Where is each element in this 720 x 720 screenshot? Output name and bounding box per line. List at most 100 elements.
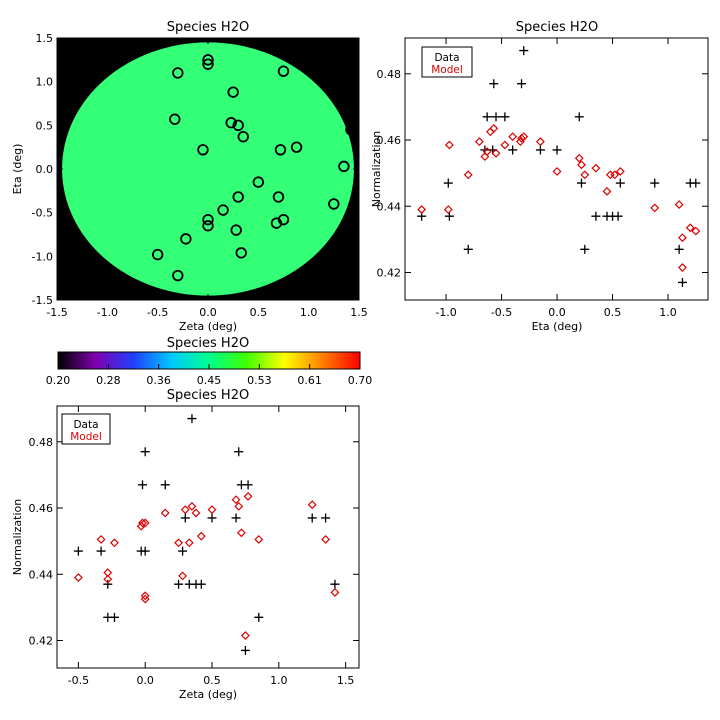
map-point [230, 224, 242, 236]
eta-data-point [519, 46, 529, 56]
zeta-data-point [140, 546, 150, 556]
map-point [252, 176, 265, 188]
zeta-data-point [180, 513, 190, 523]
zeta-model-point [136, 521, 146, 531]
zeta-model-point [138, 518, 147, 528]
zeta-model-point [330, 588, 340, 597]
eta-model-point [474, 137, 484, 147]
eta-model-point [678, 263, 687, 272]
zeta-model-point [234, 501, 244, 511]
zeta-data-point [196, 579, 206, 589]
map-ytick-label: 1.5 [36, 32, 54, 45]
eta-data-point [500, 112, 510, 122]
eta-x-label: Eta (deg) [532, 320, 583, 333]
eta-model-point [517, 133, 526, 143]
map-point [151, 248, 164, 261]
eta-model-point [552, 167, 562, 176]
map-point [180, 233, 192, 245]
zeta-legend-box [61, 413, 111, 445]
zeta-xtick-label: 0.5 [203, 674, 221, 687]
eta-data-point [580, 244, 590, 254]
map-point [197, 144, 209, 156]
colorbar-tick-label: 0.36 [146, 374, 171, 387]
zeta-model-point [140, 591, 150, 601]
eta-data-point [491, 112, 501, 122]
eta-legend: Data Model [421, 46, 473, 78]
eta-xtick-label: -0.5 [491, 306, 512, 319]
map-ytick-label: -1.5 [32, 294, 53, 307]
map-ytick-label: 0.0 [36, 163, 54, 176]
eta-model-point [535, 137, 545, 147]
zeta-model-point [96, 535, 106, 544]
eta-model-point [489, 123, 499, 133]
zeta-title: Species H2O [167, 388, 249, 403]
eta-data-point [674, 244, 684, 254]
map-point [172, 269, 184, 282]
eta-data-point [482, 112, 492, 122]
map-xtick-label: 0.0 [199, 306, 217, 319]
map-points [151, 54, 357, 282]
zeta-data-point [174, 579, 184, 589]
eta-data-point [552, 145, 562, 155]
zeta-model-point [103, 574, 113, 584]
eta-data-point [489, 79, 499, 89]
map-ytick-label: -1.0 [32, 250, 53, 263]
colorbar-ticks: 0.20 0.28 0.36 0.45 0.53 0.61 0.70 [46, 364, 373, 387]
zeta-data-point [109, 612, 119, 622]
map-point [272, 191, 285, 203]
map-point [345, 123, 357, 136]
eta-xtick-label: 0.5 [604, 306, 622, 319]
zeta-data-point [321, 513, 331, 523]
eta-legend-model: Model [431, 64, 463, 76]
map-point [217, 204, 229, 216]
zeta-data-point [103, 579, 113, 589]
eta-data-point [535, 145, 545, 155]
eta-model-point [519, 132, 529, 142]
colorbar-tick-label: 0.20 [46, 374, 71, 387]
zeta-model-point [243, 491, 253, 501]
eta-xtick-label: 0.0 [548, 306, 566, 319]
colorbar-panel: Species H2O 0.20 0.28 0.36 0.45 0.53 0.61 0.70 [46, 336, 373, 387]
map-xtick-label: 1.5 [350, 306, 368, 319]
eta-data-point [443, 178, 453, 188]
zeta-model-point [174, 538, 184, 548]
zeta-data-series [73, 414, 340, 655]
map-point [232, 191, 244, 203]
map-ytick-label: 0.5 [36, 119, 54, 132]
map-point [277, 65, 290, 77]
colorbar-tick-label: 0.70 [348, 374, 373, 387]
map-point [235, 247, 247, 259]
zeta-xtick-label: -0.5 [68, 674, 89, 687]
colorbar-tick-label: 0.28 [96, 374, 121, 387]
zeta-model-point [191, 508, 201, 518]
eta-legend-box [421, 46, 473, 78]
zeta-xtick-label: 1.5 [337, 674, 355, 687]
map-point [338, 160, 350, 173]
zeta-data-point [160, 480, 170, 490]
map-y-axis: -1.5 -1.0 -0.5 0.0 0.5 1.0 1.5 [32, 32, 359, 307]
map-point [328, 198, 340, 210]
map-point [274, 144, 287, 156]
zeta-data-point [254, 612, 264, 622]
map-xtick-label: 0.5 [250, 306, 268, 319]
eta-x-axis: -1.0 -0.5 0.0 0.5 1.0 [435, 38, 677, 319]
map-title: Species H2O [167, 20, 249, 35]
eta-model-point [574, 153, 584, 163]
map-ytick-label: 1.0 [36, 76, 54, 89]
map-x-label: Zeta (deg) [179, 320, 237, 333]
zeta-data-point [330, 579, 340, 589]
zeta-model-point [240, 631, 250, 640]
zeta-model-point [321, 535, 331, 544]
eta-ytick-label: 0.42 [377, 267, 402, 280]
zeta-model-point [160, 508, 170, 518]
eta-y-label: Normalization [370, 131, 383, 207]
eta-data-point [691, 178, 701, 188]
zeta-x-label: Zeta (deg) [179, 688, 237, 701]
zeta-data-point [243, 480, 253, 490]
zeta-model-point [196, 531, 206, 541]
eta-data-point [574, 112, 584, 122]
zeta-data-point [234, 447, 244, 457]
zeta-model-point [140, 594, 150, 604]
zeta-data-point [240, 645, 250, 655]
eta-model-point [615, 167, 625, 176]
